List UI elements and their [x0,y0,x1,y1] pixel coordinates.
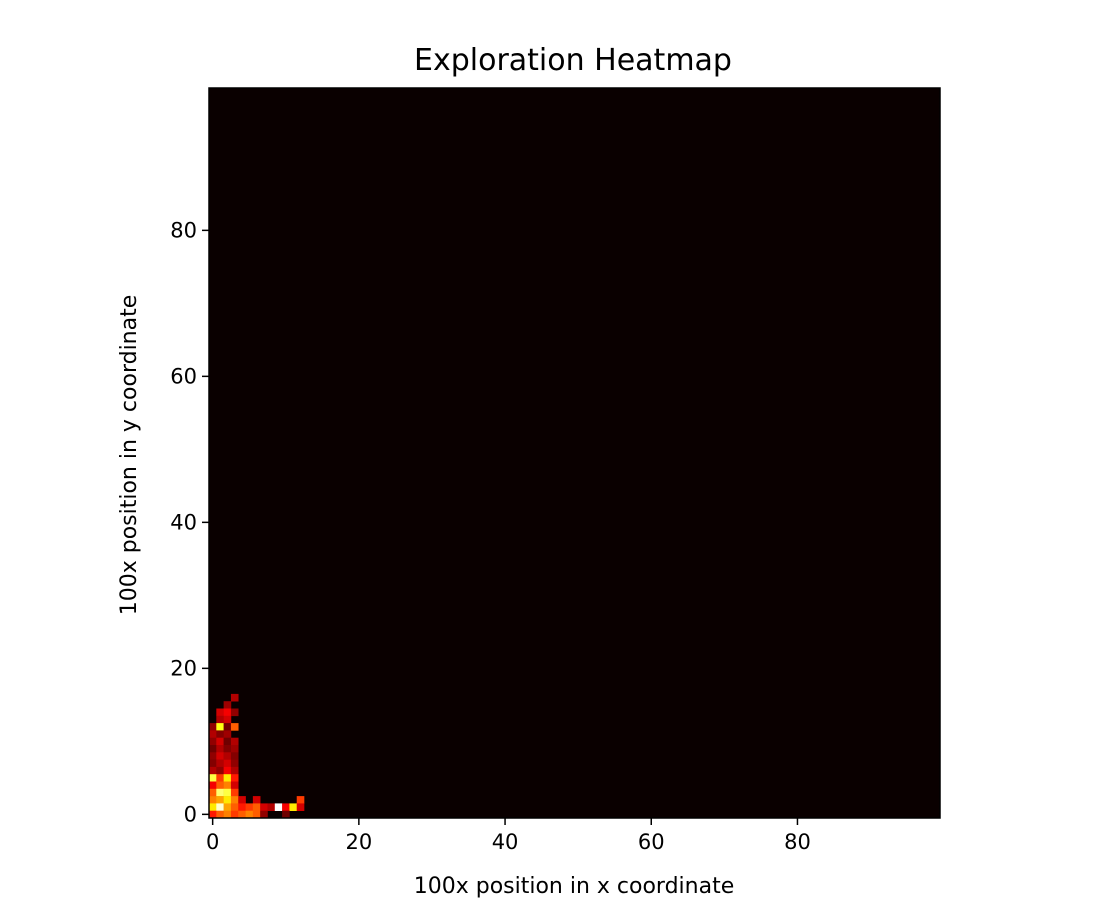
heatmap-cell [209,745,217,753]
heatmap-cell [216,708,224,717]
heatmap-cell [209,810,217,819]
heatmap-cell [245,810,254,819]
heatmap-cell [282,803,290,811]
heatmap-cell [216,730,224,738]
heatmap-cell [230,781,239,790]
heatmap-cell [209,759,217,768]
heatmap-cell [209,781,217,790]
heatmap-cell [230,774,239,782]
heatmap-background [209,88,940,818]
heatmap-cell [216,759,224,768]
heatmap-cell [216,774,224,782]
heatmap-cell [230,796,239,804]
x-tick-label: 80 [784,830,811,854]
y-axis: 0 20 40 60 80 [170,218,209,826]
heatmap-cell [296,803,305,811]
y-tick-label: 40 [170,510,197,534]
heatmap-cell [216,810,224,819]
heatmap-cell [260,803,268,811]
heatmap-cell [216,796,224,804]
heatmap-cell [223,715,232,724]
heatmap-cell [230,737,239,746]
heatmap-cell [223,730,232,738]
heatmap-cell [260,810,268,819]
heatmap-cell [216,745,224,753]
heatmap-cell [238,810,246,819]
heatmap-cell [216,766,224,775]
heatmap-cell [223,708,232,717]
heatmap-cell [223,752,232,760]
heatmap-cell [223,781,232,790]
heatmap-cell [274,803,283,811]
heatmap-cell [230,759,239,768]
heatmap-cell [209,752,217,760]
heatmap-cell [223,796,232,804]
heatmap-cell [223,810,232,819]
heatmap-cell [216,752,224,760]
heatmap-cell [282,810,290,819]
heatmap-cell [223,766,232,775]
heatmap-cell [230,693,239,702]
heatmap-cell [230,788,239,797]
heatmap-cell [230,752,239,760]
heatmap-cell [223,788,232,797]
heatmap-cell [289,803,298,811]
y-tick-label: 0 [184,802,197,826]
heatmap-cell [238,803,246,811]
x-axis-label: 100x position in x coordinate [414,874,735,899]
heatmap-cell [209,730,217,738]
heatmap-cell [209,737,217,746]
y-tick-label: 20 [170,656,197,680]
heatmap-cell [216,788,224,797]
x-axis: 0 20 40 60 80 [206,818,811,854]
heatmap-cell [216,803,224,811]
heatmap-cell [296,796,305,804]
heatmap-cell [223,701,232,709]
heatmap-cell [216,723,224,731]
heatmap-cell [209,803,217,811]
heatmap-cell [223,723,232,731]
x-tick-label: 20 [345,830,372,854]
heatmap-cell [216,715,224,724]
heatmap-cell [209,774,217,782]
heatmap-cell [230,810,239,819]
x-tick-label: 40 [492,830,519,854]
heatmap-cell [216,781,224,790]
x-tick-label: 0 [206,830,219,854]
heatmap-cell [209,766,217,775]
y-axis-label: 100x position in y coordinate [117,295,142,616]
heatmap-cell [230,708,239,717]
heatmap-cell [230,723,239,731]
y-tick-label: 60 [170,364,197,388]
heatmap-cell [252,803,261,811]
x-tick-label: 60 [638,830,665,854]
heatmap-cell [230,745,239,753]
heatmap-cell [223,737,232,746]
heatmap-cell [223,774,232,782]
heatmap-cell [223,803,232,811]
heatmap-cell [267,803,276,811]
heatmap-cell [252,796,261,804]
heatmap-cell [230,766,239,775]
heatmap-cell [245,803,254,811]
heatmap-cell [223,745,232,753]
heatmap-cell [238,796,246,804]
heatmap-cell [209,796,217,804]
heatmap-cell [252,810,261,819]
heatmap-cell [209,788,217,797]
heatmap-cell [209,723,217,731]
heatmap-cell [230,803,239,811]
plot-area [208,87,941,819]
heatmap-cell [223,759,232,768]
heatmap-cell [216,737,224,746]
plot-frame [208,87,941,819]
y-tick-label: 80 [170,218,197,242]
chart-title: Exploration Heatmap [414,43,732,78]
